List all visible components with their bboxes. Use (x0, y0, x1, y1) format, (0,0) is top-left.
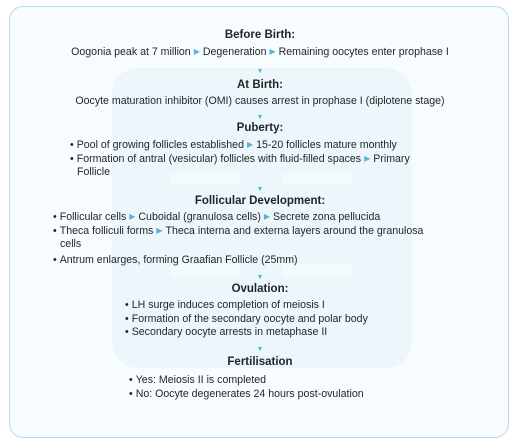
ovulation-title: Ovulation: (231, 283, 289, 295)
fertilisation-item-2-text: No: Oocyte degenerates 24 hours post-ovu… (135, 388, 364, 400)
ovulation-item-1: • LH surge induces completion of meiosis … (125, 299, 325, 312)
before-birth-item-2: Degeneration (202, 46, 267, 58)
bullet-icon: • (53, 225, 57, 237)
down-arrow-icon: ▼ (256, 346, 264, 353)
at-birth-text: Oocyte maturation inhibitor (OMI) causes… (75, 95, 445, 107)
at-birth-title: At Birth: (237, 79, 283, 91)
right-arrow-icon: ▶ (129, 212, 136, 221)
ovulation-item-3: • Secondary oocyte arrests in metaphase I… (125, 326, 327, 339)
follicular-line-2-a: Theca folliculi forms (59, 225, 154, 237)
bullet-icon: • (53, 254, 57, 266)
before-birth-title: Before Birth: (224, 29, 296, 41)
down-arrow-icon: ▼ (256, 68, 264, 75)
puberty-line-1-a: Pool of growing follicles established (76, 139, 244, 151)
puberty-line-1: • Pool of growing follicles established ▶ 1… (70, 139, 397, 152)
bullet-icon: • (125, 313, 129, 325)
down-arrow-icon: ▼ (256, 114, 264, 121)
right-arrow-icon: ▶ (193, 47, 200, 56)
before-birth-line: Oogonia peak at 7 million ▶ Degeneration ▶ R… (0, 46, 520, 59)
bullet-icon: • (125, 299, 129, 311)
puberty-line-2-b: Primary (373, 153, 410, 165)
follicular-line-3: cells (60, 238, 82, 250)
puberty-line-1-b: 15-20 follicles mature monthly (256, 139, 397, 151)
bullet-icon: • (129, 374, 133, 386)
background-watermark (112, 68, 412, 368)
follicular-line-2-b: Theca interna and externa layers around … (165, 225, 424, 237)
before-birth-item-1: Oogonia peak at 7 million (71, 46, 191, 58)
follicular-line-4-text: Antrum enlarges, forming Graafian Follic… (59, 254, 298, 266)
follicular-line-1: • Follicular cells ▶ Cuboidal (granulosa ce… (53, 211, 380, 224)
puberty-line-3: Follicle (77, 166, 110, 178)
follicular-line-1-c: Secrete zona pellucida (273, 211, 381, 223)
down-arrow-icon: ▼ (256, 186, 264, 193)
ovulation-item-2: • Formation of the secondary oocyte and p… (125, 313, 368, 326)
bullet-icon: • (53, 211, 57, 223)
puberty-line-2: • Formation of antral (vesicular) follicl… (70, 153, 410, 166)
ovulation-item-1-text: LH surge induces completion of meiosis I (131, 299, 325, 311)
follicular-line-1-a: Follicular cells (59, 211, 127, 223)
right-arrow-icon: ▶ (269, 47, 276, 56)
fertilisation-item-1: • Yes: Meiosis II is completed (129, 374, 266, 387)
follicular-line-1-b: Cuboidal (granulosa cells) (138, 211, 261, 223)
ovulation-item-2-text: Formation of the secondary oocyte and po… (131, 313, 368, 325)
right-arrow-icon: ▶ (246, 140, 254, 149)
ovulation-item-3-text: Secondary oocyte arrests in metaphase II (131, 326, 328, 338)
fertilisation-item-1-text: Yes: Meiosis II is completed (135, 374, 267, 386)
puberty-line-2-a: Formation of antral (vesicular) follicle… (76, 153, 362, 165)
fertilisation-title: Fertilisation (227, 356, 293, 368)
fertilisation-item-2: • No: Oocyte degenerates 24 hours post-ov… (129, 388, 364, 401)
bullet-icon: • (70, 139, 74, 151)
follicular-line-2: • Theca folliculi forms ▶ Theca interna and… (53, 225, 423, 238)
puberty-title: Puberty: (236, 122, 284, 134)
right-arrow-icon: ▶ (156, 226, 163, 235)
follicular-line-4: • Antrum enlarges, forming Graafian Folli… (53, 254, 298, 267)
down-arrow-icon: ▼ (256, 274, 264, 281)
right-arrow-icon: ▶ (364, 154, 371, 163)
bullet-icon: • (70, 153, 74, 165)
bullet-icon: • (125, 326, 129, 338)
before-birth-item-3: Remaining oocytes enter prophase I (278, 46, 449, 58)
right-arrow-icon: ▶ (263, 212, 271, 221)
follicular-title: Follicular Development: (194, 195, 326, 207)
bullet-icon: • (129, 388, 133, 400)
